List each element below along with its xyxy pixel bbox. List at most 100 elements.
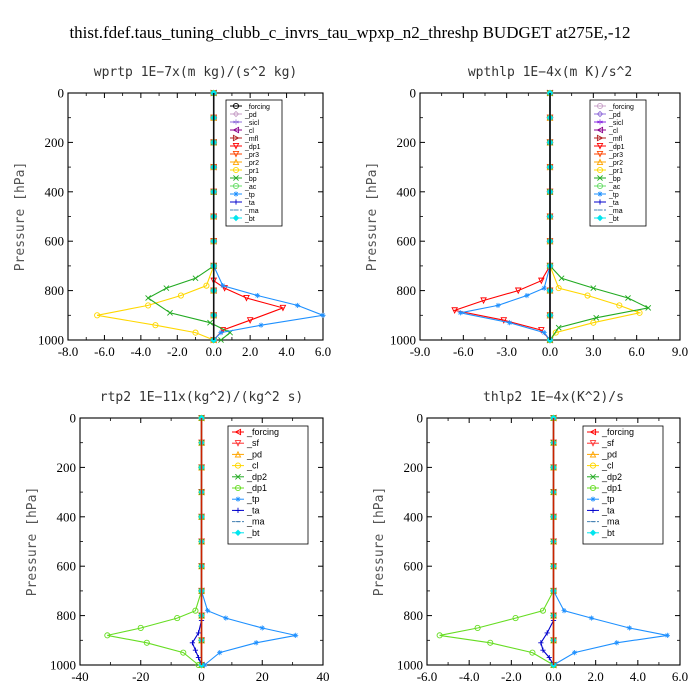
legend-item: _dp1 <box>230 142 261 151</box>
legend-item: _bp <box>594 175 621 183</box>
data-point <box>279 304 287 312</box>
x-tick-label: 3.0 <box>585 344 601 359</box>
data-point <box>152 322 159 329</box>
legend-label: _tp <box>601 494 615 504</box>
legend-item: _bt <box>594 214 619 223</box>
data-point <box>143 639 150 646</box>
series-pr1 <box>94 89 217 344</box>
legend-marker <box>589 428 597 436</box>
legend-label: _forcing <box>601 427 634 437</box>
legend-label: _forcing <box>246 427 279 437</box>
legend-label: _pr3 <box>244 152 259 159</box>
data-point <box>254 292 261 299</box>
data-point <box>558 275 565 282</box>
legend-box <box>227 425 309 545</box>
y-tick-label: 600 <box>404 559 424 574</box>
series-dp1 <box>451 89 554 344</box>
legend-marker <box>232 150 240 158</box>
legend-marker <box>233 191 239 197</box>
legend-item: _tp <box>230 191 255 199</box>
data-point <box>137 624 144 632</box>
legend-label: _pr1 <box>244 168 259 175</box>
legend: _forcing_sf_pd _cl_dp2_dp1_tp_ta _ma_bt <box>227 425 309 545</box>
x-tick-label: 20 <box>256 669 269 684</box>
data-point <box>293 632 299 638</box>
legend-item: _ma <box>232 517 265 527</box>
data-point <box>207 319 213 326</box>
data-point <box>457 310 464 316</box>
legend-label: _dp1 <box>608 144 625 151</box>
y-tick-label: 200 <box>57 460 77 475</box>
data-point <box>218 329 224 336</box>
legend-label: _ma <box>608 208 623 215</box>
legend-label: _ta <box>246 505 260 515</box>
y-tick-label: 200 <box>45 135 65 150</box>
y-tick-label: 800 <box>45 283 65 298</box>
data-point <box>192 275 199 282</box>
legend-item: _cl <box>587 461 614 471</box>
legend-item: _sicl <box>230 119 259 127</box>
legend-item: _tp <box>594 191 619 199</box>
data-point <box>189 640 195 646</box>
y-tick-label: 0 <box>70 411 77 426</box>
data-point <box>167 309 173 316</box>
legend-label: _ac <box>244 184 257 191</box>
legend-marker <box>233 175 239 181</box>
y-tick-label: 200 <box>404 460 424 475</box>
data-point <box>487 639 494 646</box>
legend-marker <box>232 126 240 134</box>
legend-label: _cl <box>244 128 254 135</box>
legend-label: _bt <box>246 528 260 538</box>
legend-marker <box>597 119 603 125</box>
legend-item: _pd <box>587 449 617 459</box>
data-point <box>163 285 170 292</box>
data-point <box>506 320 513 326</box>
legend-marker <box>589 450 597 458</box>
data-point <box>539 607 547 614</box>
y-tick-label: 600 <box>397 234 417 249</box>
legend-marker <box>232 214 240 222</box>
legend-label: _pr1 <box>608 168 623 175</box>
legend-item: _forcing <box>230 102 270 111</box>
legend-marker <box>590 473 596 480</box>
legend-item: _pr3 <box>230 150 259 159</box>
legend-marker <box>232 142 240 150</box>
legend-marker <box>596 166 604 174</box>
data-point <box>192 329 199 336</box>
legend-label: _bp <box>244 176 257 183</box>
legend-marker <box>596 142 604 150</box>
legend-item: _cl <box>232 461 259 471</box>
legend-label: _sf <box>601 438 615 448</box>
legend-item: _sf <box>232 438 260 448</box>
data-point <box>253 640 259 646</box>
x-tick-label: 6.0 <box>629 344 645 359</box>
data-point <box>145 295 152 301</box>
data-point <box>555 285 562 292</box>
x-tick-label: -8.0 <box>58 344 79 359</box>
y-tick-label: 400 <box>45 184 65 199</box>
x-tick-label: 40 <box>317 669 330 684</box>
data-point <box>626 625 632 631</box>
legend-item: _tp <box>232 494 260 504</box>
x-tick-label: -6.0 <box>94 344 115 359</box>
legend-item: _mfl <box>594 134 623 143</box>
legend-label: _tp <box>244 192 255 199</box>
data-point <box>259 625 265 631</box>
legend-marker <box>596 150 604 158</box>
legend-item: _ta <box>232 505 260 515</box>
chart-panel: thlp2 1E−4x(K^2)/s Pressure [hPa] 0 200 400 6… <box>372 390 688 684</box>
legend-item: _tp <box>587 494 615 504</box>
legend: _forcing_pd_sicl_cl_mfl_dp1_pr3_pr2_pr1_… <box>225 99 283 227</box>
legend-item: _pr2 <box>594 158 623 167</box>
y-tick-label: 800 <box>404 608 424 623</box>
legend-label: _dp1 <box>244 144 261 151</box>
legend-item: _pd <box>230 110 257 119</box>
legend-label: _sf <box>246 438 260 448</box>
legend-item: _sf <box>587 438 615 448</box>
legend-item: _ac <box>594 182 621 191</box>
legend-item: _dp2 <box>587 472 622 482</box>
series-dp1 <box>104 414 205 669</box>
data-point <box>571 650 578 656</box>
legend-item: _pd <box>594 110 621 119</box>
